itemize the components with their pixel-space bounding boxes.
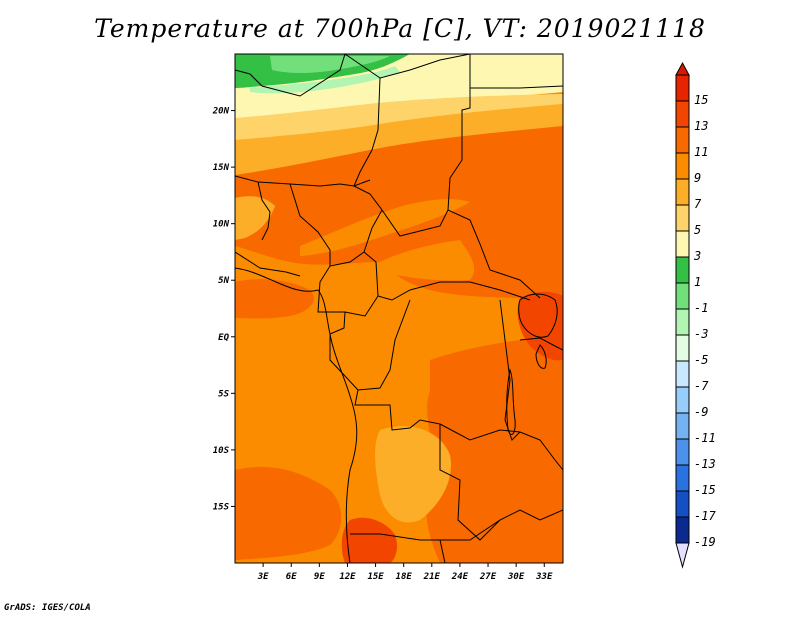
- map-frame: [234, 53, 564, 564]
- colorbar-swatch: [675, 256, 690, 284]
- colorbar-label: 15: [694, 93, 708, 107]
- boundary-line: [329, 185, 383, 267]
- colorbar-label: 7: [694, 197, 702, 211]
- colorbar-swatch: [675, 490, 690, 518]
- colorbar-swatch: [675, 230, 690, 258]
- lon-tick-label: 6E: [286, 572, 297, 582]
- lat-tick-label: EQ: [218, 333, 229, 343]
- lat-tick-label: 15S: [213, 502, 230, 512]
- colorbar-swatch: [675, 74, 690, 102]
- colorbar-label: 5: [694, 223, 701, 237]
- boundary-line: [439, 539, 446, 563]
- lon-tick-label: 9E: [314, 572, 325, 582]
- colorbar-label: 11: [694, 145, 708, 159]
- colorbar-label: 9: [694, 171, 701, 185]
- colorbar-label: -11: [694, 431, 716, 445]
- colorbar-swatch: [675, 100, 690, 128]
- colorbar-label: -13: [694, 457, 716, 471]
- field-east-warm: [425, 339, 563, 563]
- colorbar-swatch: [675, 386, 690, 414]
- colorbar-over-arrow: [675, 61, 690, 76]
- field-hot-spot-east: [517, 291, 563, 361]
- boundary-line: [499, 299, 521, 441]
- lon-tick-label: 27E: [479, 572, 497, 582]
- lat-tick-label: 5N: [218, 276, 229, 286]
- lon-axis: 3E 6E 9E 12E 15E 18E 21E 24E 27E 30E 33E: [257, 563, 553, 582]
- lon-tick-label: 24E: [451, 572, 469, 582]
- lon-tick-label: 18E: [396, 572, 413, 582]
- colorbar-label: -7: [694, 379, 709, 393]
- boundary-line: [447, 54, 471, 211]
- field-cold-edge: [250, 66, 400, 94]
- field-cold-patch-inner: [270, 56, 390, 73]
- boundary-line: [519, 337, 563, 351]
- colorbar-label: -15: [694, 483, 716, 497]
- grads-credit: GrADS: IGES/COLA: [4, 603, 91, 613]
- boundary-line: [470, 85, 563, 89]
- colorbar-swatch: [675, 412, 690, 440]
- lat-tick-label: 20N: [212, 107, 230, 117]
- colorbar-under-arrow: [675, 542, 690, 569]
- boundary-line: [354, 389, 501, 541]
- colorbar-swatch: [675, 282, 690, 310]
- lon-tick-label: 12E: [339, 572, 356, 582]
- lake-outline: [518, 293, 558, 338]
- colorbar-swatch: [675, 516, 690, 544]
- field-sw-warm: [235, 466, 342, 560]
- colorbar-label: -5: [694, 353, 708, 367]
- field-streak-b: [380, 240, 475, 281]
- colorbar-swatch: [675, 438, 690, 466]
- page-title: Temperature at 700hPa [C], VT: 201902111…: [94, 14, 706, 43]
- colorbar-swatch: [675, 126, 690, 154]
- boundary-line: [363, 251, 531, 301]
- colorbar-label: -17: [694, 509, 716, 523]
- field-hot-spot-south: [341, 517, 398, 563]
- lat-tick-label: 5S: [218, 389, 229, 399]
- boundary-line: [317, 265, 379, 317]
- boundary-line: [257, 181, 271, 241]
- coastline: [235, 267, 358, 563]
- boundary-line: [350, 509, 563, 541]
- lat-tick-label: 10N: [213, 220, 230, 230]
- field-streak-c: [235, 196, 275, 240]
- boundary-line: [381, 209, 541, 299]
- boundary-line: [329, 299, 411, 391]
- colorbar-label: 13: [694, 119, 708, 133]
- lon-tick-label: 30E: [507, 572, 525, 582]
- boundary-line: [289, 183, 331, 266]
- colorbar-label: 1: [694, 275, 701, 289]
- lon-tick-label: 15E: [367, 572, 384, 582]
- field-streak-a: [300, 199, 470, 256]
- lat-tick-label: 10S: [213, 446, 230, 456]
- colorbar-label: -1: [694, 301, 708, 315]
- lake-outline: [535, 344, 547, 369]
- boundary-line: [235, 251, 301, 277]
- country-boundaries: [235, 54, 563, 563]
- lat-tick-label: 15N: [213, 163, 230, 173]
- boundary-line: [353, 77, 381, 187]
- colorbar-swatch: [675, 334, 690, 362]
- colorbar-label: 3: [693, 249, 701, 263]
- boundary-line: [344, 54, 471, 79]
- colorbar-label: -3: [694, 327, 708, 341]
- colorbar-swatch: [675, 308, 690, 336]
- colorbar-label: -9: [694, 405, 708, 419]
- temperature-field: [235, 54, 563, 563]
- lon-tick-label: 33E: [535, 572, 553, 582]
- colorbar-label: -19: [694, 535, 716, 549]
- field-south-lobe: [375, 426, 451, 523]
- lon-tick-label: 21E: [423, 572, 441, 582]
- colorbar-swatch: [675, 204, 690, 232]
- colorbar-swatch: [675, 464, 690, 492]
- colorbar-swatch: [675, 178, 690, 206]
- boundary-line: [235, 54, 346, 97]
- colorbar: 15 13 11 9 7 5 3 1 -1 -3 -5 -7 -9 -11 -13 -15 -17 -19: [675, 61, 716, 569]
- lon-tick-label: 3E: [257, 572, 269, 582]
- lake-outline: [506, 368, 516, 435]
- colorbar-swatch: [675, 360, 690, 388]
- colorbar-swatch: [675, 152, 690, 180]
- lat-axis: 20N 15N 10N 5N EQ 5S 10S 15S: [212, 107, 235, 512]
